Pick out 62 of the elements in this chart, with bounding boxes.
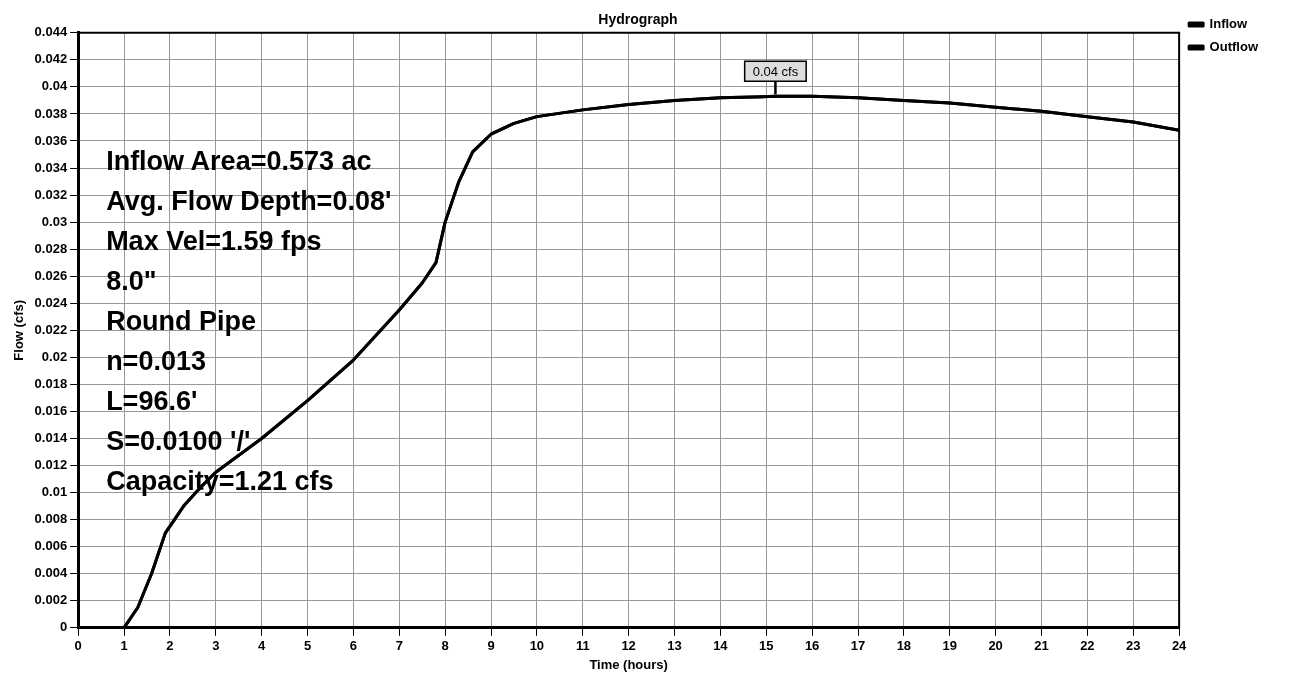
y-tick-label: 0.036 — [34, 132, 68, 148]
x-axis-title: Time (hours) — [589, 656, 668, 672]
x-tick-label: 10 — [529, 638, 545, 654]
y-tick-label: 0.002 — [34, 592, 68, 608]
y-tick-label: 0.044 — [34, 24, 68, 40]
y-tick-label: 0.04 — [41, 78, 68, 94]
annotation: S=0.0100 '/' — [106, 426, 251, 457]
annotation: 8.0" — [106, 266, 157, 297]
y-tick-label: 0.006 — [34, 538, 68, 554]
x-tick-label: 6 — [349, 638, 357, 654]
x-tick-label: 19 — [942, 638, 957, 654]
y-tick-label: 0.008 — [34, 511, 68, 527]
y-tick-label: 0.038 — [34, 105, 68, 121]
y-tick-label: 0.014 — [34, 430, 68, 446]
x-tick-label: 4 — [258, 638, 267, 654]
annotation: Avg. Flow Depth=0.08' — [106, 186, 392, 217]
y-tick-label: 0.024 — [34, 294, 68, 310]
annotation: 0.04 cfs — [752, 63, 799, 79]
annotation: L=96.6' — [106, 386, 198, 417]
annotation: Max Vel=1.59 fps — [106, 226, 322, 257]
y-tick-label: 0.01 — [41, 484, 68, 500]
legend-label: Inflow — [1209, 16, 1249, 32]
x-tick-label: 12 — [621, 638, 636, 654]
x-tick-label: 9 — [487, 638, 495, 654]
chart-title: Hydrograph — [598, 11, 678, 28]
x-tick-label: 23 — [1126, 638, 1141, 654]
legend-label: Outflow — [1209, 39, 1259, 55]
x-tick-label: 8 — [441, 638, 449, 654]
annotation: Inflow Area=0.573 ac — [106, 146, 372, 177]
x-tick-label: 3 — [212, 638, 220, 654]
y-tick-label: 0.016 — [34, 403, 68, 419]
y-tick-label: 0.026 — [34, 267, 68, 283]
x-tick-label: 7 — [395, 638, 403, 654]
y-tick-label: 0.032 — [34, 186, 68, 202]
annotation: Round Pipe — [106, 306, 257, 337]
x-tick-label: 11 — [575, 638, 590, 654]
y-tick-label: 0.02 — [41, 348, 68, 364]
y-tick-label: 0.042 — [34, 51, 68, 67]
x-tick-label: 24 — [1171, 638, 1188, 654]
x-tick-label: 22 — [1080, 638, 1095, 654]
y-tick-label: 0.018 — [34, 375, 68, 391]
x-tick-label: 15 — [759, 638, 774, 654]
y-tick-label: 0.028 — [34, 240, 68, 256]
x-tick-label: 2 — [166, 638, 174, 654]
x-tick-label: 20 — [988, 638, 1003, 654]
y-axis-title: Flow (cfs) — [11, 299, 27, 361]
x-tick-label: 17 — [850, 638, 866, 654]
y-tick-label: 0.012 — [34, 457, 68, 473]
y-tick-label: 0 — [59, 619, 68, 635]
annotation: n=0.013 — [106, 346, 206, 377]
x-tick-label: 13 — [667, 638, 682, 654]
x-tick-label: 1 — [120, 638, 128, 654]
x-tick-label: 21 — [1034, 638, 1049, 654]
x-tick-label: 0 — [74, 638, 82, 654]
y-tick-label: 0.034 — [34, 159, 68, 175]
x-tick-label: 18 — [896, 638, 912, 654]
x-tick-label: 16 — [804, 638, 820, 654]
y-tick-label: 0.03 — [41, 213, 68, 229]
y-tick-label: 0.022 — [34, 321, 68, 337]
x-tick-label: 14 — [713, 638, 729, 654]
y-tick-label: 0.004 — [34, 565, 68, 581]
x-tick-label: 5 — [303, 638, 312, 654]
